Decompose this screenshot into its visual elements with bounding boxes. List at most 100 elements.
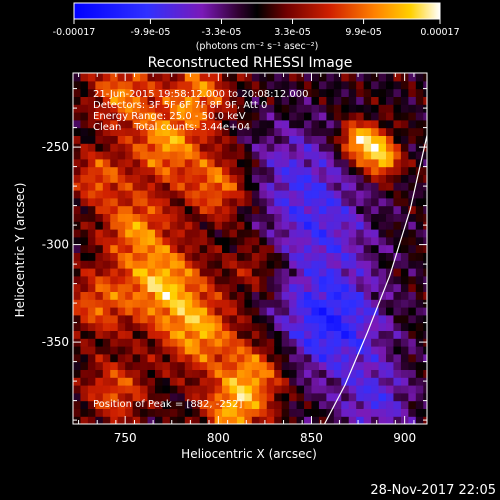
heatmap-cell — [125, 346, 134, 355]
heatmap-cell — [281, 190, 290, 199]
heatmap-cell — [229, 268, 238, 277]
heatmap-cell — [87, 408, 96, 417]
heatmap-cell — [236, 236, 246, 246]
heatmap-cell — [296, 127, 305, 136]
heatmap-cell — [386, 307, 395, 316]
heatmap-cell — [117, 151, 126, 160]
heatmap-cell — [110, 236, 119, 246]
heatmap-cell — [154, 408, 164, 417]
heatmap-cell — [333, 166, 342, 175]
heatmap-cell — [296, 416, 305, 424]
heatmap-cell — [371, 338, 380, 347]
heatmap-cell — [281, 283, 290, 292]
heatmap-cell — [408, 80, 417, 90]
heatmap-cell — [333, 80, 342, 90]
heatmap-cell — [169, 361, 178, 370]
heatmap-cell — [326, 236, 335, 246]
heatmap-cell — [386, 182, 395, 191]
heatmap-cell — [147, 104, 156, 113]
heatmap-cell — [87, 361, 96, 370]
heatmap-cell — [147, 73, 156, 82]
heatmap-cell — [274, 377, 283, 386]
heatmap-cell — [214, 190, 223, 199]
heatmap-cell — [147, 229, 156, 238]
heatmap-cell — [371, 135, 380, 144]
annotation-detectors: Detectors: 3F 5F 6F 7F 8F 9F, Att 0 — [93, 100, 267, 111]
heatmap-cell — [341, 190, 350, 199]
heatmap-cell — [125, 73, 134, 82]
heatmap-cell — [73, 353, 82, 363]
heatmap-cell — [192, 80, 201, 90]
heatmap-cell — [393, 174, 402, 183]
heatmap-cell — [281, 205, 290, 214]
heatmap-cell — [415, 127, 424, 136]
heatmap-cell — [296, 205, 305, 214]
heatmap-cell — [199, 104, 208, 113]
heatmap-cell — [386, 205, 395, 214]
heatmap-cell — [408, 135, 417, 144]
heatmap-cell — [363, 104, 372, 113]
heatmap-cell — [356, 322, 365, 331]
heatmap-cell — [110, 197, 119, 207]
heatmap-cell — [259, 119, 268, 129]
heatmap-cell — [236, 104, 246, 113]
heatmap-cell — [393, 322, 402, 331]
heatmap-cell — [222, 244, 231, 253]
heatmap-cell — [423, 314, 427, 324]
heatmap-cell — [266, 369, 275, 378]
heatmap-cell — [169, 260, 178, 269]
heatmap-cell — [177, 346, 186, 355]
heatmap-cell — [132, 353, 141, 363]
heatmap-cell — [87, 96, 96, 105]
heatmap-cell — [73, 252, 82, 261]
heatmap-cell — [169, 190, 178, 199]
heatmap-cell — [311, 260, 320, 269]
heatmap-cell — [274, 260, 283, 269]
heatmap-cell — [400, 174, 409, 183]
heatmap-cell — [289, 400, 298, 409]
heatmap-cell — [371, 229, 380, 238]
heatmap-cell — [236, 299, 246, 308]
heatmap-cell — [281, 166, 290, 175]
heatmap-cell — [371, 182, 380, 191]
heatmap-cell — [400, 182, 409, 191]
heatmap-cell — [162, 299, 171, 308]
heatmap-cell — [147, 392, 156, 402]
heatmap-cell — [318, 73, 327, 82]
heatmap-cell — [341, 151, 350, 160]
heatmap-cell — [244, 80, 253, 90]
heatmap-cell — [296, 268, 305, 277]
heatmap-cell — [102, 88, 111, 97]
heatmap-cell — [87, 400, 96, 409]
heatmap-cell — [333, 158, 342, 168]
heatmap-cell — [184, 229, 193, 238]
heatmap-cell — [289, 190, 298, 199]
heatmap-cell — [341, 346, 350, 355]
heatmap-cell — [348, 353, 357, 363]
heatmap-cell — [169, 104, 178, 113]
heatmap-cell — [184, 268, 193, 277]
heatmap-cell — [199, 283, 208, 292]
heatmap-cell — [184, 73, 193, 82]
heatmap-cell — [184, 353, 193, 363]
heatmap-cell — [117, 96, 126, 105]
colorbar-tick-label: 0.00017 — [420, 27, 459, 38]
heatmap-cell — [147, 299, 156, 308]
heatmap-cell — [311, 283, 320, 292]
heatmap-cell — [236, 361, 246, 370]
heatmap-cell — [281, 299, 290, 308]
heatmap-cell — [356, 143, 365, 152]
heatmap-cell — [266, 283, 275, 292]
heatmap-cell — [140, 190, 149, 199]
heatmap-cell — [371, 158, 380, 168]
heatmap-cell — [73, 174, 82, 183]
heatmap-cell — [318, 299, 327, 308]
heatmap-cell — [102, 408, 111, 417]
heatmap-cell — [408, 104, 417, 113]
heatmap-cell — [400, 166, 409, 175]
heatmap-cell — [281, 236, 290, 246]
heatmap-cell — [244, 112, 253, 121]
heatmap-cell — [304, 213, 313, 222]
heatmap-cell — [87, 151, 96, 160]
heatmap-cell — [311, 174, 320, 183]
